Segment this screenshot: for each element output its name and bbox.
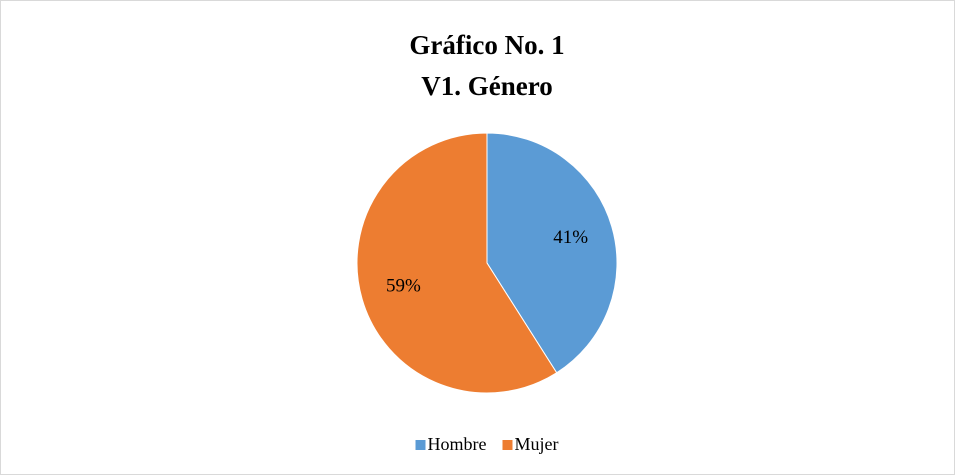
data-label: 59% xyxy=(386,276,421,297)
data-label: 41% xyxy=(553,227,588,248)
legend-label: Hombre xyxy=(428,434,487,454)
legend-swatch xyxy=(502,440,513,450)
legend-label: Mujer xyxy=(514,434,558,454)
legend-swatch xyxy=(415,440,426,450)
chart-title: Gráfico No. 1 xyxy=(409,30,564,60)
pie-slice xyxy=(356,132,558,394)
pie-slice xyxy=(486,132,618,374)
chart-title: V1. Género xyxy=(421,71,552,101)
